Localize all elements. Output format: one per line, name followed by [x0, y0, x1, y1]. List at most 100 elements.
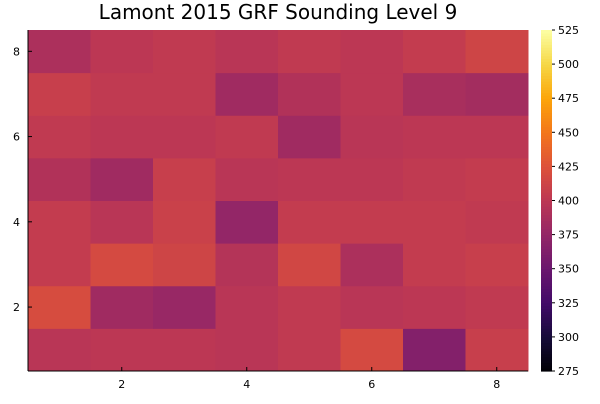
- colorbar-segment: [541, 302, 552, 307]
- colorbar-segment: [541, 211, 552, 216]
- heatmap-cell: [153, 328, 216, 372]
- colorbar-tick-label: 500: [558, 58, 579, 71]
- colorbar-segment: [541, 109, 552, 114]
- colorbar-segment: [541, 35, 552, 40]
- heatmap-cell: [403, 328, 466, 372]
- colorbar: 275 300 325 350 375 400 425 450 475 500 525: [541, 24, 579, 378]
- heatmap-cell: [153, 72, 216, 116]
- colorbar-segment: [541, 106, 552, 111]
- colorbar-tick-label: 375: [558, 229, 579, 242]
- heatmap-cell: [278, 200, 341, 244]
- colorbar-segment: [541, 217, 552, 221]
- heatmap-cell: [215, 328, 279, 372]
- heatmap-cell: [465, 115, 529, 159]
- colorbar-segment: [541, 351, 552, 355]
- colorbar-segment: [541, 58, 552, 62]
- colorbar-segment: [541, 206, 552, 210]
- colorbar-segment: [541, 38, 552, 42]
- heatmap-cell: [403, 200, 466, 244]
- colorbar-segment: [541, 197, 552, 202]
- colorbar-segment: [541, 157, 552, 162]
- heatmap-cell: [215, 200, 279, 244]
- heatmap-cell: [403, 72, 466, 116]
- colorbar-segment: [541, 191, 552, 196]
- colorbar-segment: [541, 277, 552, 281]
- heatmap-cell: [153, 243, 216, 287]
- heatmap-cell: [90, 72, 154, 116]
- colorbar-tick-label: 350: [558, 263, 579, 276]
- colorbar-segment: [541, 172, 552, 176]
- heatmap-cell: [153, 200, 216, 244]
- colorbar-segment: [541, 263, 552, 267]
- colorbar-segment: [541, 69, 552, 74]
- heatmap-cell: [278, 157, 341, 201]
- colorbar-segment: [541, 268, 552, 273]
- heatmap-cell: [340, 285, 404, 329]
- y-tick-label: 6: [13, 131, 20, 144]
- heatmap-cell: [465, 328, 529, 372]
- colorbar-segment: [541, 237, 552, 241]
- colorbar-segment: [541, 365, 552, 369]
- colorbar-segment: [541, 254, 552, 258]
- colorbar-segment: [541, 214, 552, 219]
- colorbar-segment: [541, 30, 552, 34]
- colorbar-segment: [541, 291, 552, 295]
- heatmap-cell: [28, 157, 91, 201]
- colorbar-segment: [541, 81, 552, 85]
- heatmap-cell: [278, 30, 341, 74]
- colorbar-segment: [541, 189, 552, 193]
- colorbar-segment: [541, 368, 552, 372]
- colorbar-segment: [541, 143, 552, 148]
- heatmap-cell: [340, 115, 404, 159]
- colorbar-segment: [541, 75, 552, 79]
- colorbar-segment: [541, 334, 552, 338]
- colorbar-segment: [541, 129, 552, 133]
- colorbar-segment: [541, 294, 552, 298]
- heatmap-cells: [28, 30, 529, 372]
- heatmap-cell: [465, 243, 529, 287]
- colorbar-segment: [541, 200, 552, 204]
- plot-axes: 2 4 6 8 2 4 6 8: [13, 30, 528, 391]
- y-tick-label: 2: [13, 301, 20, 314]
- heatmap-cell: [153, 30, 216, 74]
- colorbar-segment: [541, 308, 552, 312]
- colorbar-segment: [541, 101, 552, 105]
- heatmap-cell: [28, 328, 91, 372]
- heatmap-cell: [278, 115, 341, 159]
- y-tick-label: 4: [13, 216, 20, 229]
- colorbar-segment: [541, 149, 552, 153]
- colorbar-tick-label: 475: [558, 92, 579, 105]
- heatmap-cell: [90, 200, 154, 244]
- heatmap-cell: [28, 200, 91, 244]
- colorbar-segment: [541, 146, 552, 150]
- colorbar-segment: [541, 251, 552, 256]
- colorbar-segment: [541, 356, 552, 361]
- heatmap-cell: [340, 30, 404, 74]
- chart-title: Lamont 2015 GRF Sounding Level 9: [99, 0, 458, 24]
- colorbar-segment: [541, 317, 552, 321]
- colorbar-segment: [541, 248, 552, 253]
- colorbar-segment: [541, 209, 552, 213]
- y-tick-label: 8: [13, 45, 20, 58]
- heatmap-cell: [153, 157, 216, 201]
- colorbar-segment: [541, 118, 552, 122]
- heatmap-cell: [28, 285, 91, 329]
- heatmap-cell: [340, 157, 404, 201]
- colorbar-segment: [541, 288, 552, 293]
- colorbar-segment: [541, 115, 552, 119]
- colorbar-segment: [541, 120, 552, 125]
- x-tick-label: 6: [368, 378, 375, 391]
- heatmap-cell: [90, 243, 154, 287]
- colorbar-segment: [541, 328, 552, 332]
- colorbar-tick-label: 425: [558, 160, 579, 173]
- colorbar-segment: [541, 362, 552, 366]
- colorbar-segment: [541, 92, 552, 96]
- colorbar-segment: [541, 163, 552, 167]
- colorbar-segment: [541, 245, 552, 250]
- colorbar-segment: [541, 89, 552, 94]
- heatmap-cell: [340, 328, 404, 372]
- heatmap-cell: [403, 157, 466, 201]
- heatmap-cell: [215, 115, 279, 159]
- heatmap-cell: [403, 115, 466, 159]
- heatmap-cell: [215, 243, 279, 287]
